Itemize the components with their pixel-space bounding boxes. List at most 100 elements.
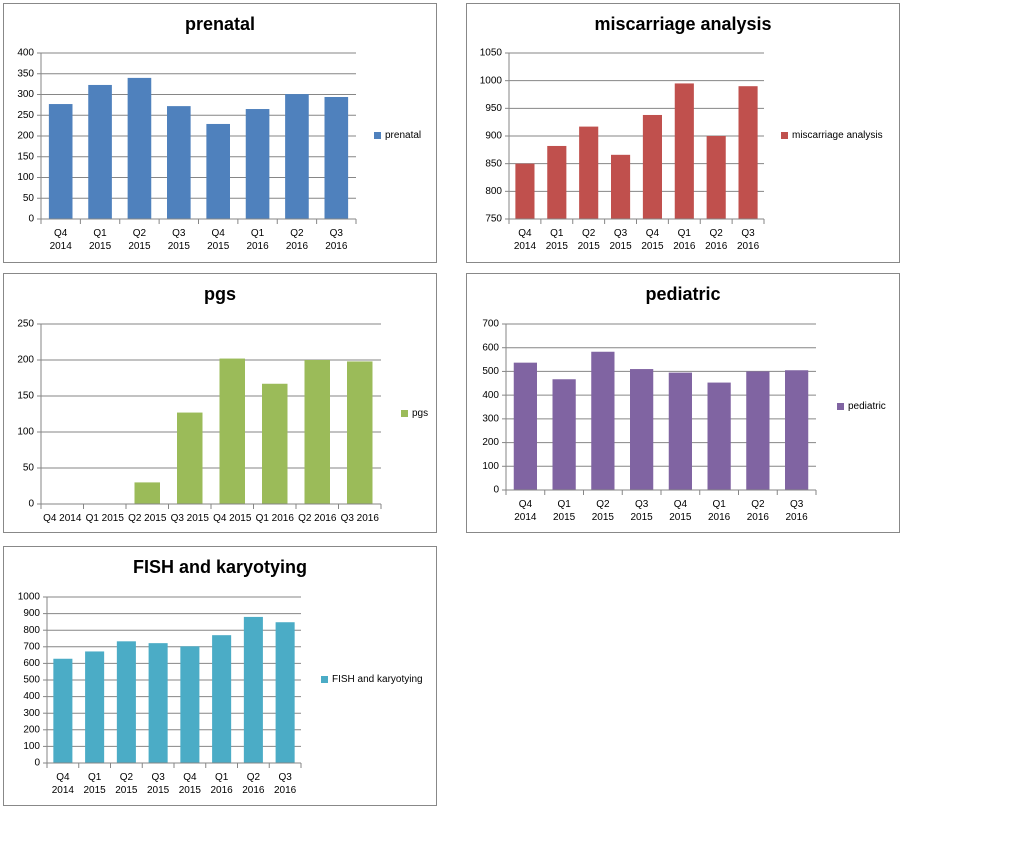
legend-label: pediatric	[848, 401, 886, 412]
y-tick-label: 750	[485, 214, 502, 225]
bar	[547, 145, 567, 219]
legend-item: FISH and karyotying	[321, 674, 423, 685]
bar	[219, 358, 245, 504]
legend-item: pgs	[401, 408, 428, 419]
bar	[53, 658, 73, 763]
y-tick-label: 100	[482, 461, 499, 472]
y-tick-label: 100	[23, 741, 40, 752]
legend-swatch	[374, 132, 381, 139]
x-tick-label: Q1 2016	[246, 228, 269, 252]
x-tick-label: Q2 2015	[115, 772, 138, 796]
bar	[88, 84, 112, 219]
legend-item: prenatal	[374, 130, 421, 141]
x-tick-label: Q3 2016	[736, 228, 760, 252]
y-tick-label: 1000	[480, 75, 503, 86]
bar	[177, 412, 203, 504]
bar	[243, 616, 263, 763]
y-tick-label: 950	[485, 103, 502, 114]
legend-swatch	[837, 403, 844, 410]
chart: 0 100 200 300 400 500 600 700 800 900 1000	[18, 592, 302, 769]
bar	[785, 370, 809, 490]
legend-label: FISH and karyotying	[332, 674, 423, 685]
chart: 0 50 100 150 200 250 300 350 400	[17, 48, 357, 225]
x-tick-label: Q4 2015	[669, 499, 692, 523]
x-tick-label: Q3 2015	[609, 228, 632, 252]
x-tick-label: Q2 2016	[242, 772, 265, 796]
bar	[515, 163, 535, 219]
chart-title: prenatal	[184, 14, 256, 34]
bar	[127, 77, 152, 220]
bar	[579, 126, 599, 219]
y-tick-label: 300	[482, 413, 499, 424]
bar	[167, 106, 191, 219]
y-tick-label: 400	[17, 48, 34, 59]
bar	[48, 104, 73, 219]
y-tick-label: 100	[17, 172, 34, 183]
legend-item: pediatric	[837, 401, 886, 412]
bar	[275, 622, 295, 763]
bar	[746, 371, 770, 490]
chart-title: miscarriage analysis	[594, 14, 772, 34]
chart-title: pgs	[203, 284, 236, 304]
x-tick-label: Q3 2015	[630, 499, 653, 523]
bar	[552, 379, 576, 490]
bar	[285, 94, 309, 219]
legend-swatch	[781, 132, 788, 139]
y-tick-label: 800	[23, 625, 40, 636]
y-tick-label: 700	[23, 641, 40, 652]
y-tick-label: 600	[23, 658, 40, 669]
bar	[611, 154, 631, 219]
x-tick-label: Q1 2016	[708, 499, 731, 523]
x-tick-label: Q2 2015	[128, 513, 167, 524]
y-tick-label: 300	[17, 89, 34, 100]
y-tick-label: 700	[482, 319, 499, 330]
x-tick-label: Q4 2014	[51, 772, 74, 796]
y-tick-label: 800	[485, 186, 502, 197]
bar	[85, 651, 105, 763]
y-tick-label: 0	[493, 485, 499, 496]
x-tick-label: Q1 2015	[545, 228, 568, 252]
x-tick-label: Q1 2016	[673, 228, 696, 252]
chart-title: FISH and karyotying	[132, 557, 308, 577]
chart-panel: 750 800 850 900 950 1000 1050 miscarriage analy…	[466, 3, 900, 263]
x-tick-label: Q2 2016	[746, 499, 769, 523]
legend-item: miscarriage analysis	[781, 130, 883, 141]
legend-label: pgs	[412, 408, 429, 419]
bar	[324, 96, 349, 219]
x-tick-label: Q2 2015	[128, 228, 151, 252]
y-tick-label: 400	[23, 691, 40, 702]
y-tick-label: 200	[17, 355, 34, 366]
y-tick-label: 500	[482, 366, 499, 377]
y-tick-label: 850	[485, 158, 502, 169]
bar	[148, 643, 168, 763]
y-tick-label: 900	[485, 131, 502, 142]
x-tick-label: Q1 2015	[85, 513, 124, 524]
x-tick-label: Q4 2015	[213, 513, 252, 524]
x-tick-label: Q2 2016	[298, 513, 337, 524]
bar	[206, 123, 230, 219]
bar	[116, 641, 136, 763]
y-tick-label: 250	[17, 319, 34, 330]
x-tick-label: Q3 2016	[340, 513, 379, 524]
y-tick-label: 900	[23, 608, 40, 619]
y-tick-label: 150	[17, 391, 34, 402]
chart: 0 100 200 300 400 500 600 700	[482, 319, 817, 496]
x-tick-label: Q2 2015	[591, 499, 614, 523]
chart-title: pediatric	[645, 284, 721, 304]
y-tick-label: 250	[17, 110, 34, 121]
y-tick-label: 150	[17, 151, 34, 162]
y-tick-label: 50	[23, 463, 35, 474]
y-tick-label: 0	[34, 758, 40, 769]
bar	[347, 361, 373, 504]
x-tick-label: Q4 2014	[49, 228, 72, 252]
y-tick-label: 300	[23, 708, 40, 719]
y-tick-label: 200	[23, 724, 40, 735]
x-tick-label: Q3 2015	[167, 228, 190, 252]
x-tick-label: Q3 2015	[147, 772, 170, 796]
bar	[304, 360, 330, 504]
x-tick-label: Q1 2015	[88, 228, 112, 252]
y-tick-label: 200	[17, 131, 34, 142]
bar	[591, 351, 615, 490]
x-tick-label: Q4 2015	[178, 772, 201, 796]
